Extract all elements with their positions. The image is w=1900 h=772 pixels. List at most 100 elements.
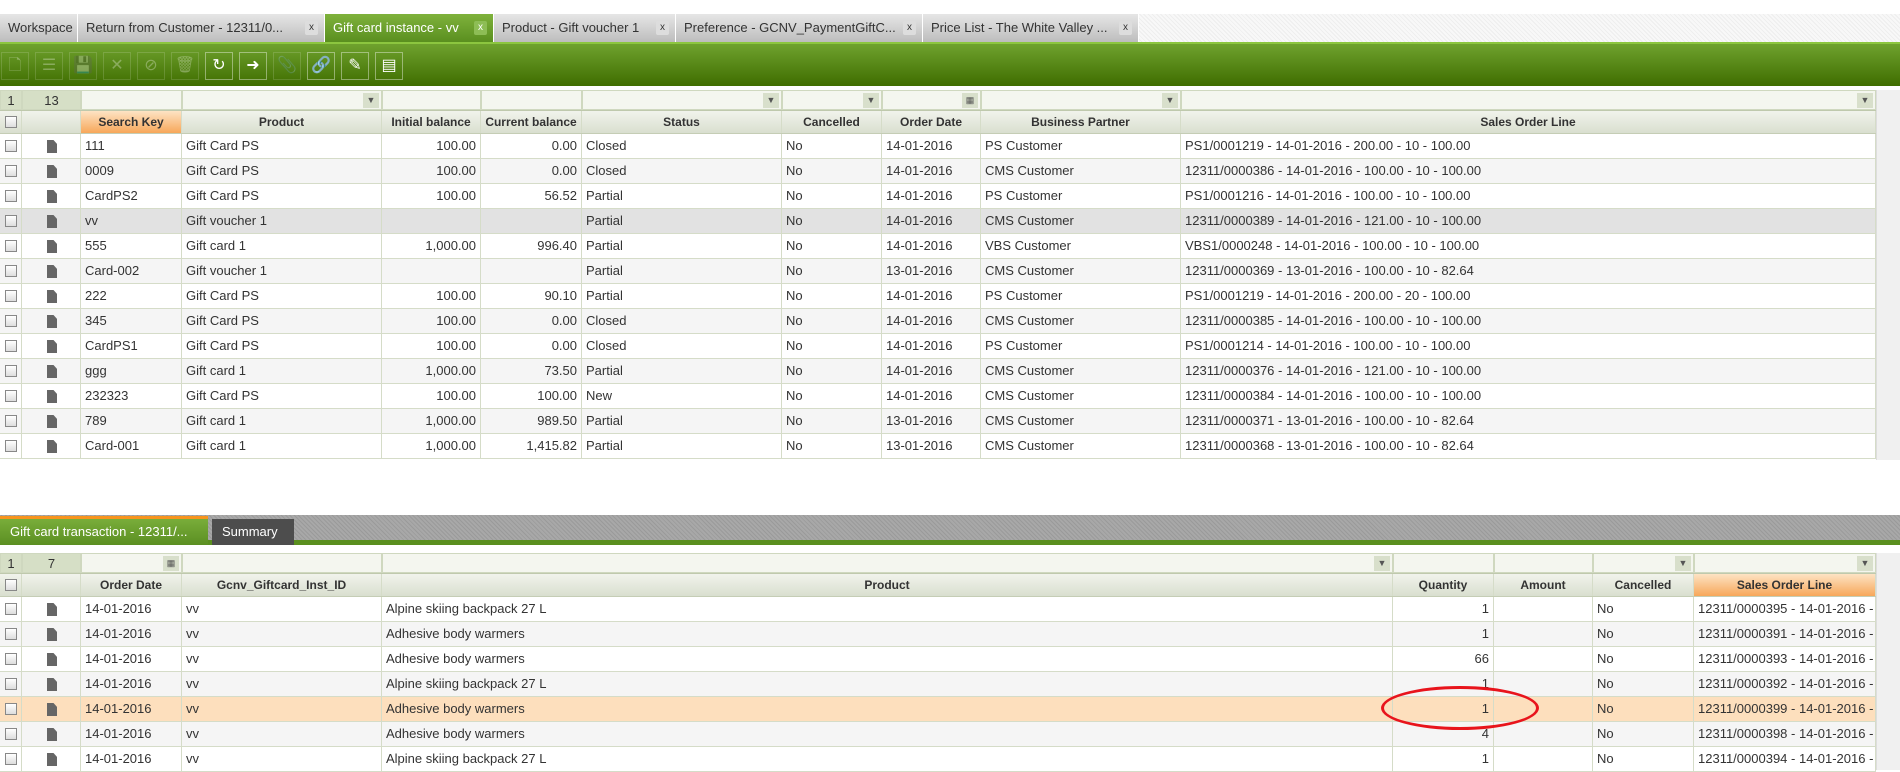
open-record-icon[interactable] [47, 240, 57, 253]
column-header-amount[interactable]: Amount [1494, 574, 1593, 596]
vertical-scrollbar[interactable] [1876, 90, 1900, 460]
column-header-sales-order-line[interactable]: Sales Order Line [1694, 574, 1876, 596]
column-header-cancelled[interactable]: Cancelled [782, 111, 882, 133]
column-header-order-date[interactable]: Order Date [81, 574, 182, 596]
grid-settings-icon[interactable]: ✎ [341, 52, 369, 80]
open-record-icon[interactable] [47, 603, 57, 616]
dropdown-arrow-icon[interactable]: ▼ [763, 93, 779, 108]
filter-5[interactable]: ▼ [782, 90, 882, 110]
row-checkbox[interactable] [5, 140, 17, 152]
vertical-scrollbar[interactable] [1876, 553, 1900, 770]
calendar-icon[interactable]: ▦ [163, 556, 179, 571]
save-close-icon[interactable]: ✕ [103, 52, 131, 80]
dropdown-arrow-icon[interactable]: ▼ [1857, 93, 1873, 108]
table-row[interactable]: 14-01-2016 vv Adhesive body warmers 66 No 123… [0, 647, 1876, 672]
row-checkbox[interactable] [5, 678, 17, 690]
table-row[interactable]: 345 Gift Card PS 100.00 0.00 Closed No 14-01-2… [0, 309, 1876, 334]
filter-2[interactable] [382, 90, 481, 110]
filter-4[interactable] [1494, 553, 1593, 573]
new-document-icon[interactable]: 🗋 [1, 52, 29, 80]
table-row[interactable]: 222 Gift Card PS 100.00 90.10 Partial No 14-01… [0, 284, 1876, 309]
open-record-icon[interactable] [47, 728, 57, 741]
delete-icon[interactable]: 🗑 [171, 52, 199, 80]
calendar-icon[interactable]: ▦ [962, 93, 978, 108]
column-header-status[interactable]: Status [582, 111, 782, 133]
tab-3[interactable]: Product - Gift voucher 1 x [494, 14, 676, 42]
filter-8[interactable]: ▼ [1181, 90, 1876, 110]
filter-1[interactable] [182, 553, 382, 573]
dropdown-arrow-icon[interactable]: ▼ [1675, 556, 1691, 571]
open-record-icon[interactable] [47, 340, 57, 353]
row-checkbox[interactable] [5, 340, 17, 352]
filter-0[interactable] [81, 90, 182, 110]
row-checkbox[interactable] [5, 265, 17, 277]
dropdown-arrow-icon[interactable]: ▼ [363, 93, 379, 108]
filter-4[interactable]: ▼ [582, 90, 782, 110]
table-row[interactable]: 555 Gift card 1 1,000.00 996.40 Partial No 14-… [0, 234, 1876, 259]
table-row[interactable]: 111 Gift Card PS 100.00 0.00 Closed No 14-01-2… [0, 134, 1876, 159]
select-all-checkbox[interactable] [5, 579, 17, 591]
column-header-search-key[interactable]: Search Key [81, 111, 182, 133]
open-record-icon[interactable] [47, 390, 57, 403]
tab-0[interactable]: Workspace [0, 14, 78, 42]
dropdown-arrow-icon[interactable]: ▼ [1162, 93, 1178, 108]
row-checkbox[interactable] [5, 315, 17, 327]
row-checkbox[interactable] [5, 653, 17, 665]
filter-2[interactable]: ▼ [382, 553, 1393, 573]
filter-6[interactable]: ▦ [882, 90, 981, 110]
filter-5[interactable]: ▼ [1593, 553, 1694, 573]
close-tab-icon[interactable]: x [474, 21, 487, 35]
row-checkbox[interactable] [5, 628, 17, 640]
close-tab-icon[interactable]: x [903, 21, 916, 35]
table-row[interactable]: Card-002 Gift voucher 1 Partial No 13-01-201… [0, 259, 1876, 284]
table-row[interactable]: 0009 Gift Card PS 100.00 0.00 Closed No 14-01-… [0, 159, 1876, 184]
row-checkbox[interactable] [5, 365, 17, 377]
column-header-quantity[interactable]: Quantity [1393, 574, 1494, 596]
dropdown-arrow-icon[interactable]: ▼ [1374, 556, 1390, 571]
table-row[interactable]: 14-01-2016 vv Adhesive body warmers 1 No 1231… [0, 622, 1876, 647]
filter-3[interactable] [1393, 553, 1494, 573]
column-header-business-partner[interactable]: Business Partner [981, 111, 1181, 133]
column-header-sales-order-line[interactable]: Sales Order Line [1181, 111, 1876, 133]
row-checkbox[interactable] [5, 415, 17, 427]
column-header-gcnv-giftcard-inst-id[interactable]: Gcnv_Giftcard_Inst_ID [182, 574, 382, 596]
column-header-product[interactable]: Product [382, 574, 1393, 596]
save-icon[interactable]: 💾 [69, 52, 97, 80]
open-record-icon[interactable] [47, 365, 57, 378]
open-record-icon[interactable] [47, 165, 57, 178]
column-header-current-balance[interactable]: Current balance [481, 111, 582, 133]
close-tab-icon[interactable]: x [1119, 21, 1132, 35]
open-record-icon[interactable] [47, 215, 57, 228]
dropdown-arrow-icon[interactable]: ▼ [863, 93, 879, 108]
open-record-icon[interactable] [47, 190, 57, 203]
open-record-icon[interactable] [47, 753, 57, 766]
filter-7[interactable]: ▼ [981, 90, 1181, 110]
open-record-icon[interactable] [47, 653, 57, 666]
dropdown-arrow-icon[interactable]: ▼ [1857, 556, 1873, 571]
undo-icon[interactable]: ⊘ [137, 52, 165, 80]
open-record-icon[interactable] [47, 315, 57, 328]
attachment-icon[interactable]: 📎 [273, 52, 301, 80]
open-record-icon[interactable] [47, 415, 57, 428]
open-record-icon[interactable] [47, 678, 57, 691]
row-checkbox[interactable] [5, 290, 17, 302]
subtab-gift-card-transaction[interactable]: Gift card transaction - 12311/... [0, 516, 208, 545]
row-checkbox[interactable] [5, 440, 17, 452]
table-row[interactable]: Card-001 Gift card 1 1,000.00 1,415.82 Parti… [0, 434, 1876, 459]
open-record-icon[interactable] [47, 703, 57, 716]
table-row[interactable]: vv Gift voucher 1 Partial No 14-01-2016 CMS C… [0, 209, 1876, 234]
row-checkbox[interactable] [5, 165, 17, 177]
table-row[interactable]: 789 Gift card 1 1,000.00 989.50 Partial No 13-… [0, 409, 1876, 434]
export-icon[interactable]: ➜ [239, 52, 267, 80]
toggle-view-icon[interactable]: ▤ [375, 52, 403, 80]
table-row[interactable]: 232323 Gift Card PS 100.00 100.00 New No 14-01… [0, 384, 1876, 409]
table-row[interactable]: 14-01-2016 vv Adhesive body warmers 1 No 1231… [0, 697, 1876, 722]
filter-6[interactable]: ▼ [1694, 553, 1876, 573]
table-row[interactable]: CardPS2 Gift Card PS 100.00 56.52 Partial No 1… [0, 184, 1876, 209]
column-header-product[interactable]: Product [182, 111, 382, 133]
open-record-icon[interactable] [47, 440, 57, 453]
filter-1[interactable]: ▼ [182, 90, 382, 110]
link-icon[interactable]: 🔗 [307, 52, 335, 80]
